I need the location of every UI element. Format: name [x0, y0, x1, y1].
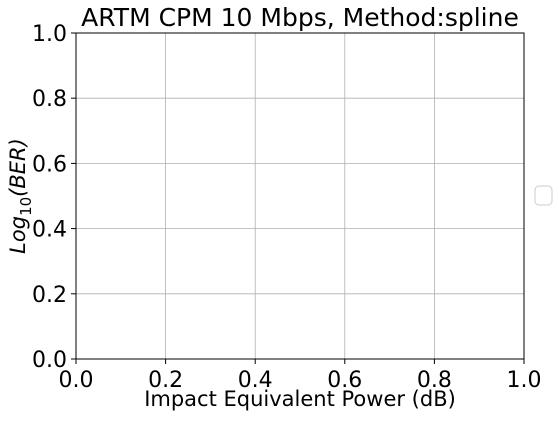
y-tick-label: 0.2	[32, 283, 67, 308]
chart-title: ARTM CPM 10 Mbps, Method:spline	[81, 3, 519, 32]
x-tick-label: 0.6	[327, 368, 362, 393]
y-tick-label: 1.0	[32, 22, 67, 47]
y-axis-label: Log10(BER)	[6, 138, 35, 254]
y-tick-label: 0.0	[32, 348, 67, 373]
x-axis-label: Impact Equivalent Power (dB)	[144, 387, 456, 411]
y-axis-label-subscript: 10	[17, 197, 35, 216]
legend-box	[534, 185, 553, 206]
plot-area-frame	[75, 32, 525, 360]
axis-ticks: 0.0 0.2 0.4 0.6 0.8 1.0 0.0 0.2 0.4 0.6 0.8 1.0	[32, 22, 542, 393]
x-tick-label: 0.8	[417, 368, 452, 393]
x-tick-label: 0.2	[148, 368, 183, 393]
x-tick-label: 1.0	[507, 368, 542, 393]
y-axis-label-base: Log	[6, 216, 30, 254]
y-tick-label: 0.8	[32, 87, 67, 112]
y-axis-label-argument: (BER)	[6, 138, 30, 197]
y-tick-label: 0.4	[32, 218, 67, 243]
y-tick-label: 0.6	[32, 152, 67, 177]
x-tick-label: 0.4	[238, 368, 273, 393]
x-tick-label: 0.0	[59, 368, 94, 393]
